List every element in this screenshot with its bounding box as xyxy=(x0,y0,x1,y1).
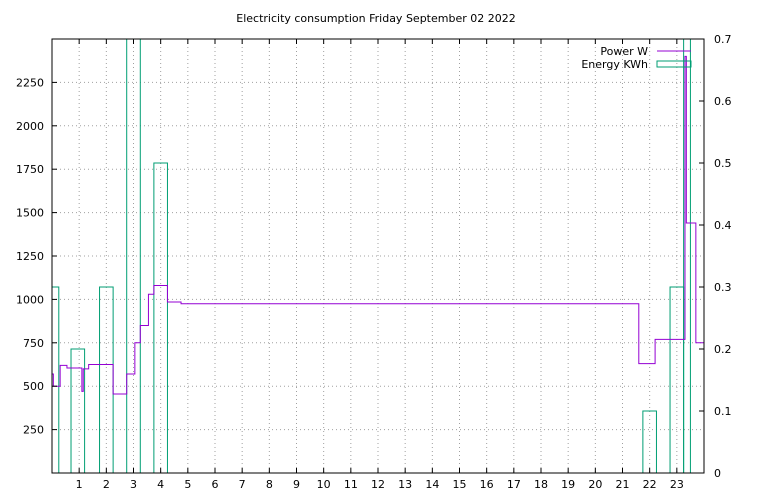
x-tick-label: 10 xyxy=(317,478,331,491)
y2-tick-label: 0.6 xyxy=(714,95,732,108)
axis-layer: 1 2 3 4 5 6 7 8 9 10 11 12 13 14 15 16 17 18 19 20 21 22 23250… xyxy=(16,33,732,491)
x-tick-label: 19 xyxy=(561,478,575,491)
legend-label-energy: Energy KWh xyxy=(581,58,648,71)
y-tick-label: 1000 xyxy=(16,293,44,306)
x-tick-label: 17 xyxy=(507,478,521,491)
y-tick-label: 250 xyxy=(23,424,44,437)
x-tick-label: 4 xyxy=(157,478,164,491)
x-tick-label: 6 xyxy=(212,478,219,491)
y-tick-label: 500 xyxy=(23,380,44,393)
y2-tick-label: 0.2 xyxy=(714,343,732,356)
x-tick-label: 13 xyxy=(398,478,412,491)
x-tick-label: 20 xyxy=(588,478,602,491)
y2-tick-label: 0 xyxy=(714,467,721,480)
x-tick-label: 11 xyxy=(344,478,358,491)
grid-layer xyxy=(52,39,704,473)
y-tick-label: 2000 xyxy=(16,120,44,133)
x-tick-label: 1 xyxy=(76,478,83,491)
x-tick-label: 12 xyxy=(371,478,385,491)
y-tick-label: 1250 xyxy=(16,250,44,263)
x-tick-label: 21 xyxy=(616,478,630,491)
x-tick-label: 16 xyxy=(480,478,494,491)
x-tick-label: 14 xyxy=(425,478,439,491)
y2-tick-label: 0.3 xyxy=(714,281,732,294)
y2-tick-label: 0.7 xyxy=(714,33,732,46)
y-tick-label: 2250 xyxy=(16,76,44,89)
x-tick-label: 22 xyxy=(643,478,657,491)
y2-tick-label: 0.5 xyxy=(714,157,732,170)
x-tick-label: 18 xyxy=(534,478,548,491)
x-tick-label: 15 xyxy=(453,478,467,491)
y2-tick-label: 0.4 xyxy=(714,219,732,232)
y-tick-label: 1500 xyxy=(16,207,44,220)
chart-title: Electricity consumption Friday September… xyxy=(236,12,515,25)
x-tick-label: 5 xyxy=(184,478,191,491)
energy-bar xyxy=(153,162,168,474)
x-tick-label: 7 xyxy=(239,478,246,491)
x-tick-label: 3 xyxy=(130,478,137,491)
y-tick-label: 750 xyxy=(23,337,44,350)
x-tick-label: 9 xyxy=(293,478,300,491)
y-tick-label: 1750 xyxy=(16,163,44,176)
x-tick-label: 8 xyxy=(266,478,273,491)
legend-label-power: Power W xyxy=(600,45,648,58)
x-tick-label: 2 xyxy=(103,478,110,491)
legend: Power W Energy KWh xyxy=(581,45,692,71)
legend-swatch-energy xyxy=(656,60,692,68)
power-line xyxy=(52,55,704,395)
y2-tick-label: 0.1 xyxy=(714,405,732,418)
x-tick-label: 23 xyxy=(670,478,684,491)
